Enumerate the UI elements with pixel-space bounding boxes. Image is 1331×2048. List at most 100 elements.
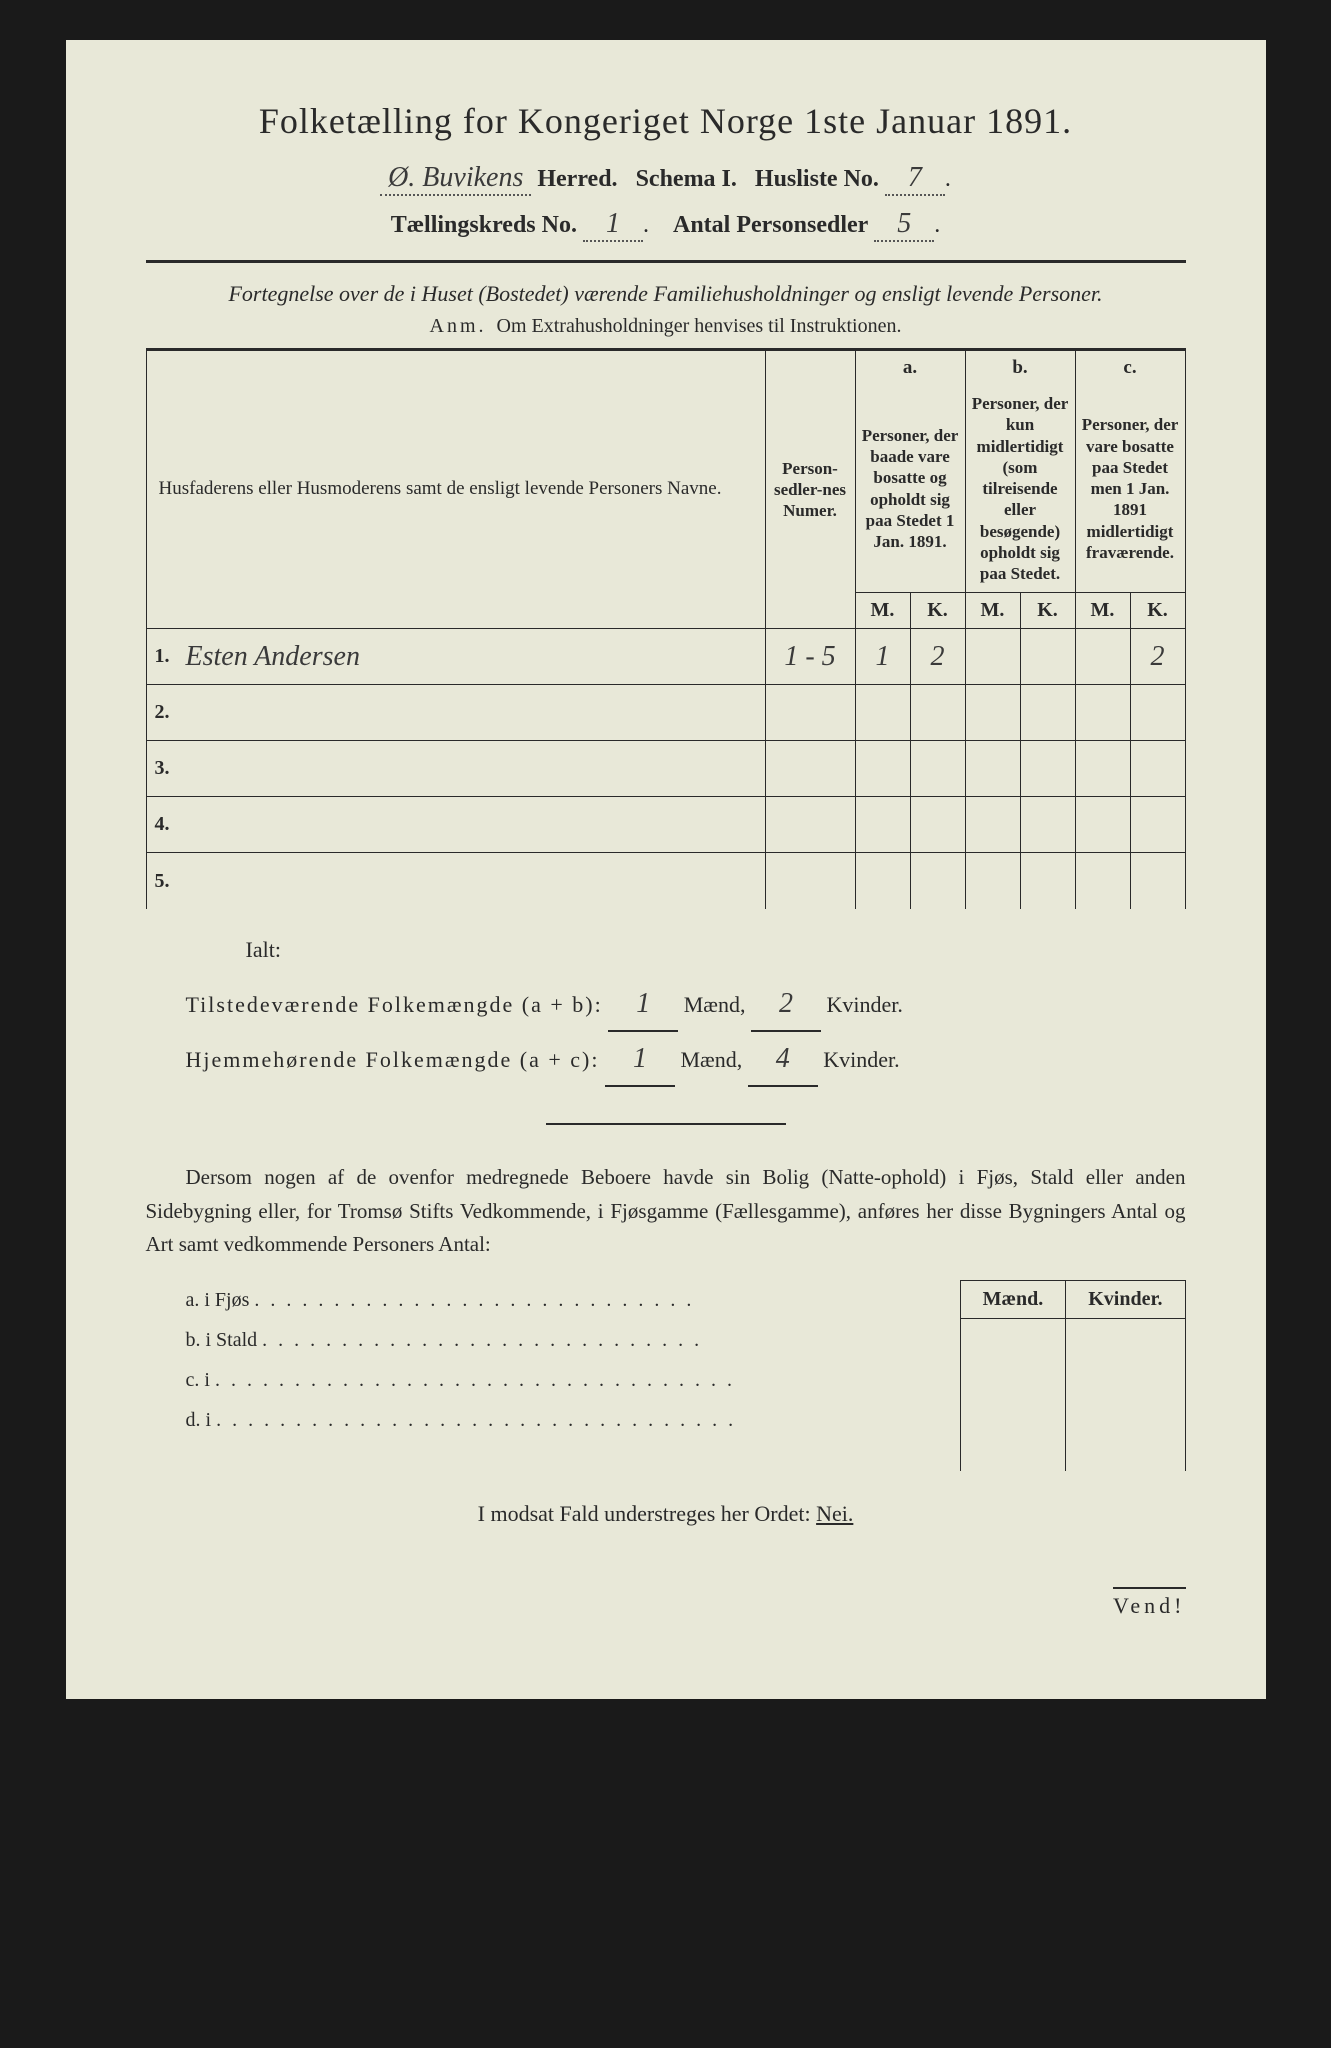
building-d: d. i — [186, 1409, 212, 1431]
a-m: M. — [855, 593, 910, 629]
row-ak — [910, 741, 965, 797]
hjemme-m: 1 — [605, 1032, 675, 1087]
vend-label: Vend! — [1113, 1587, 1186, 1619]
kvinder-label: Kvinder. — [823, 1047, 899, 1072]
paragraph: Dersom nogen af de ovenfor medregnede Be… — [146, 1161, 1186, 1262]
row-am — [855, 797, 910, 853]
divider — [146, 260, 1186, 263]
tilstede-m: 1 — [608, 977, 678, 1032]
nei-line: I modsat Fald understreges her Ordet: Ne… — [146, 1501, 1186, 1527]
row-ak — [910, 797, 965, 853]
c-k: K. — [1130, 593, 1185, 629]
subtitle: Fortegnelse over de i Huset (Bostedet) v… — [146, 281, 1186, 307]
row-cm — [1075, 797, 1130, 853]
row-num: 5. — [146, 853, 178, 909]
hjemme-label: Hjemmehørende Folkemængde (a + c): — [186, 1047, 600, 1072]
building-block: a. i Fjøs . . . . . . . . . . . . . . . … — [146, 1280, 1186, 1471]
row-ck — [1130, 685, 1185, 741]
row-num: 2. — [146, 685, 178, 741]
row-name — [178, 741, 766, 797]
a-k: K. — [910, 593, 965, 629]
row-ck: 2 — [1151, 641, 1165, 672]
anm-line: Anm. Om Extrahusholdninger henvises til … — [146, 315, 1186, 338]
row-name: Esten Andersen — [186, 641, 360, 672]
row-name — [178, 853, 766, 909]
b-m: M. — [965, 593, 1020, 629]
table-row: 2. — [146, 685, 1185, 741]
mk-cell — [961, 1319, 1066, 1357]
row-name — [178, 685, 766, 741]
maend-label: Mænd, — [680, 1047, 742, 1072]
row-cm — [1075, 741, 1130, 797]
col-b-desc: Personer, der kun midlertidigt (som tilr… — [965, 385, 1075, 593]
mk-cell — [1066, 1433, 1185, 1471]
col-c-desc: Personer, der vare bosatte paa Stedet me… — [1075, 385, 1185, 593]
row-ak: 2 — [931, 641, 945, 672]
row-am — [855, 741, 910, 797]
header-line-2: Tællingskreds No. 1. Antal Personsedler … — [146, 208, 1186, 242]
herred-value: Ø. Buvikens — [380, 162, 531, 196]
table-row: 4. — [146, 797, 1185, 853]
mk-box: Mænd. Kvinder. — [960, 1280, 1186, 1471]
header-line-1: Ø. Buvikens Herred. Schema I. Husliste N… — [146, 162, 1186, 196]
ialt-label: Ialt: — [246, 937, 1186, 963]
row-bk — [1020, 685, 1075, 741]
herred-label: Herred. — [537, 166, 617, 192]
page-title: Folketælling for Kongeriget Norge 1ste J… — [146, 100, 1186, 142]
mk-cell — [1066, 1319, 1185, 1357]
row-bk — [1020, 853, 1075, 909]
antal-value: 5 — [874, 208, 934, 242]
row-bk — [1020, 797, 1075, 853]
table-row: 5. — [146, 853, 1185, 909]
anm-text: Om Extrahusholdninger henvises til Instr… — [497, 315, 902, 337]
row-am: 1 — [876, 641, 890, 672]
kreds-label: Tællingskreds No. — [391, 212, 577, 238]
census-form-page: Folketælling for Kongeriget Norge 1ste J… — [66, 40, 1266, 1699]
row-am — [855, 685, 910, 741]
row-bm — [965, 797, 1020, 853]
kreds-value: 1 — [583, 208, 643, 242]
nei-text: I modsat Fald understreges her Ordet: — [478, 1501, 811, 1526]
col-c-head: c. — [1075, 350, 1185, 386]
col-b-head: b. — [965, 350, 1075, 386]
table-row: 1. Esten Andersen 1 - 5 1 2 2 — [146, 629, 1185, 685]
mk-cell — [961, 1357, 1066, 1395]
main-table: Husfaderens eller Husmoderens samt de en… — [146, 348, 1186, 909]
antal-label: Antal Personsedler — [673, 212, 868, 238]
building-list: a. i Fjøs . . . . . . . . . . . . . . . … — [146, 1280, 960, 1471]
mk-kvinder-header: Kvinder. — [1066, 1281, 1185, 1319]
row-bm — [965, 853, 1020, 909]
table-row: 3. — [146, 741, 1185, 797]
b-k: K. — [1020, 593, 1075, 629]
row-cm — [1075, 685, 1130, 741]
building-a: a. i Fjøs — [186, 1289, 250, 1311]
schema-label: Schema I. — [636, 166, 737, 192]
mk-cell — [961, 1395, 1066, 1433]
maend-label: Mænd, — [684, 992, 746, 1017]
c-m: M. — [1075, 593, 1130, 629]
row-cm — [1075, 853, 1130, 909]
row-ck — [1130, 741, 1185, 797]
col-a-head: a. — [855, 350, 965, 386]
row-numer — [765, 797, 855, 853]
row-numer — [765, 853, 855, 909]
row-ak — [910, 853, 965, 909]
building-c: c. i — [186, 1369, 210, 1391]
row-num: 3. — [146, 741, 178, 797]
anm-label: Anm. — [430, 315, 487, 337]
row-bm — [965, 685, 1020, 741]
mk-cell — [961, 1433, 1066, 1471]
col-name-header: Husfaderens eller Husmoderens samt de en… — [146, 350, 765, 629]
kvinder-label: Kvinder. — [826, 992, 902, 1017]
husliste-value: 7 — [885, 162, 945, 196]
row-num: 1. — [146, 629, 178, 685]
row-ck — [1130, 853, 1185, 909]
col-a-desc: Personer, der baade vare bosatte og opho… — [855, 385, 965, 593]
building-b: b. i Stald — [186, 1329, 258, 1351]
row-bk — [1020, 741, 1075, 797]
row-numer — [765, 741, 855, 797]
row-numer: 1 - 5 — [784, 641, 835, 672]
col-numer-header: Person-sedler-nes Numer. — [765, 350, 855, 629]
row-ak — [910, 685, 965, 741]
row-num: 4. — [146, 797, 178, 853]
